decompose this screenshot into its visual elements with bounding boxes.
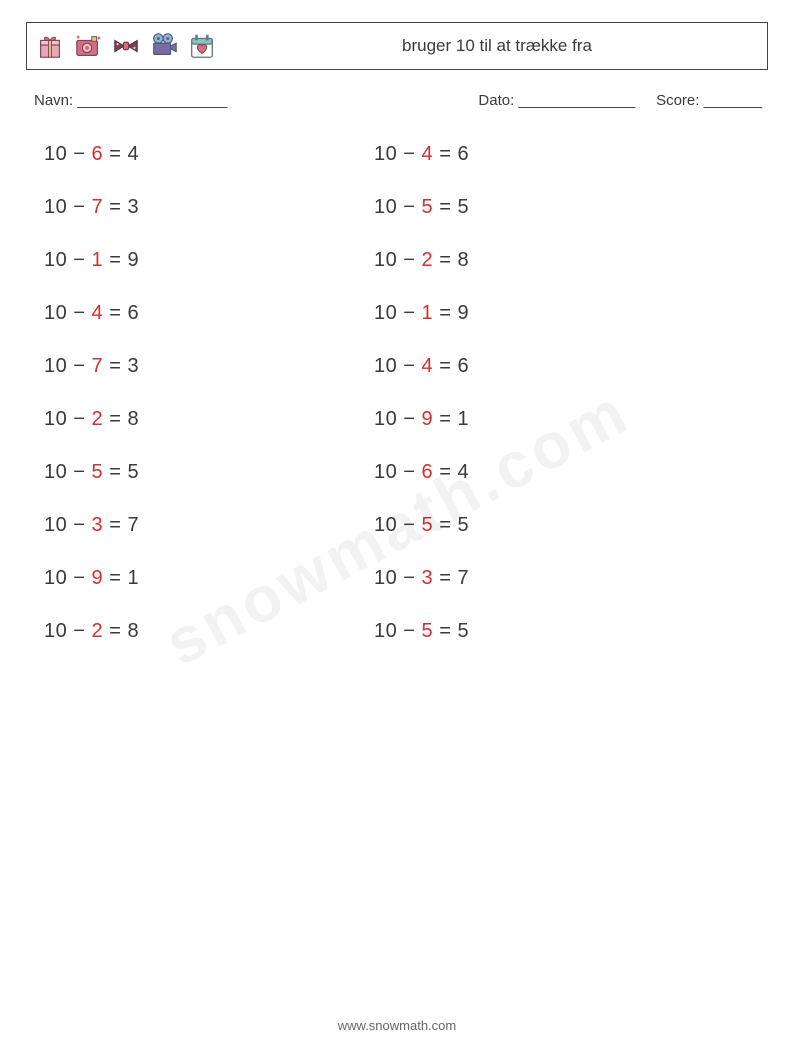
- footer-url: www.snowmath.com: [0, 1018, 794, 1033]
- problem-left: 10 − 9 = 1: [44, 567, 374, 590]
- subtrahend: 2: [92, 408, 104, 430]
- problems-grid: 10 − 6 = 410 − 4 = 610 − 7 = 310 − 5 = 5…: [26, 143, 768, 643]
- problem-left: 10 − 3 = 7: [44, 514, 374, 537]
- problem-right: 10 − 4 = 6: [374, 143, 704, 166]
- subtrahend: 3: [92, 514, 104, 536]
- problem-right: 10 − 1 = 9: [374, 302, 704, 325]
- problem-left: 10 − 6 = 4: [44, 143, 374, 166]
- subtrahend: 5: [92, 461, 104, 483]
- problem-right: 10 − 5 = 5: [374, 620, 704, 643]
- score-label: Score: _______: [656, 92, 762, 109]
- problem-left: 10 − 7 = 3: [44, 196, 374, 219]
- subtrahend: 9: [422, 408, 434, 430]
- subtrahend: 6: [92, 143, 104, 165]
- problem-left: 10 − 4 = 6: [44, 302, 374, 325]
- worksheet-title: bruger 10 til at trække fra: [27, 23, 767, 69]
- problem-right: 10 − 4 = 6: [374, 355, 704, 378]
- subtrahend: 4: [92, 302, 104, 324]
- subtrahend: 1: [92, 249, 104, 271]
- problem-row: 10 − 9 = 110 − 3 = 7: [44, 567, 768, 590]
- header-box: bruger 10 til at trække fra: [26, 22, 768, 70]
- problem-right: 10 − 5 = 5: [374, 196, 704, 219]
- subtrahend: 4: [422, 143, 434, 165]
- problem-left: 10 − 5 = 5: [44, 461, 374, 484]
- subtrahend: 6: [422, 461, 434, 483]
- problem-row: 10 − 2 = 810 − 9 = 1: [44, 408, 768, 431]
- problem-row: 10 − 2 = 810 − 5 = 5: [44, 620, 768, 643]
- subtrahend: 5: [422, 196, 434, 218]
- meta-row: Navn: __________________ Dato: _________…: [26, 92, 768, 109]
- problem-row: 10 − 7 = 310 − 5 = 5: [44, 196, 768, 219]
- problem-right: 10 − 2 = 8: [374, 249, 704, 272]
- subtrahend: 7: [92, 355, 104, 377]
- problem-left: 10 − 2 = 8: [44, 408, 374, 431]
- problem-right: 10 − 9 = 1: [374, 408, 704, 431]
- problem-left: 10 − 7 = 3: [44, 355, 374, 378]
- subtrahend: 5: [422, 514, 434, 536]
- problem-right: 10 − 6 = 4: [374, 461, 704, 484]
- subtrahend: 4: [422, 355, 434, 377]
- problem-row: 10 − 1 = 910 − 2 = 8: [44, 249, 768, 272]
- subtrahend: 7: [92, 196, 104, 218]
- subtrahend: 5: [422, 620, 434, 642]
- subtrahend: 1: [422, 302, 434, 324]
- problem-row: 10 − 7 = 310 − 4 = 6: [44, 355, 768, 378]
- name-label: Navn: __________________: [26, 92, 228, 109]
- problem-row: 10 − 4 = 610 − 1 = 9: [44, 302, 768, 325]
- subtrahend: 2: [422, 249, 434, 271]
- subtrahend: 2: [92, 620, 104, 642]
- problem-row: 10 − 3 = 710 − 5 = 5: [44, 514, 768, 537]
- date-label: Dato: ______________: [478, 92, 635, 109]
- problem-row: 10 − 6 = 410 − 4 = 6: [44, 143, 768, 166]
- problem-row: 10 − 5 = 510 − 6 = 4: [44, 461, 768, 484]
- problem-left: 10 − 2 = 8: [44, 620, 374, 643]
- subtrahend: 9: [92, 567, 104, 589]
- problem-right: 10 − 5 = 5: [374, 514, 704, 537]
- problem-left: 10 − 1 = 9: [44, 249, 374, 272]
- subtrahend: 3: [422, 567, 434, 589]
- problem-right: 10 − 3 = 7: [374, 567, 704, 590]
